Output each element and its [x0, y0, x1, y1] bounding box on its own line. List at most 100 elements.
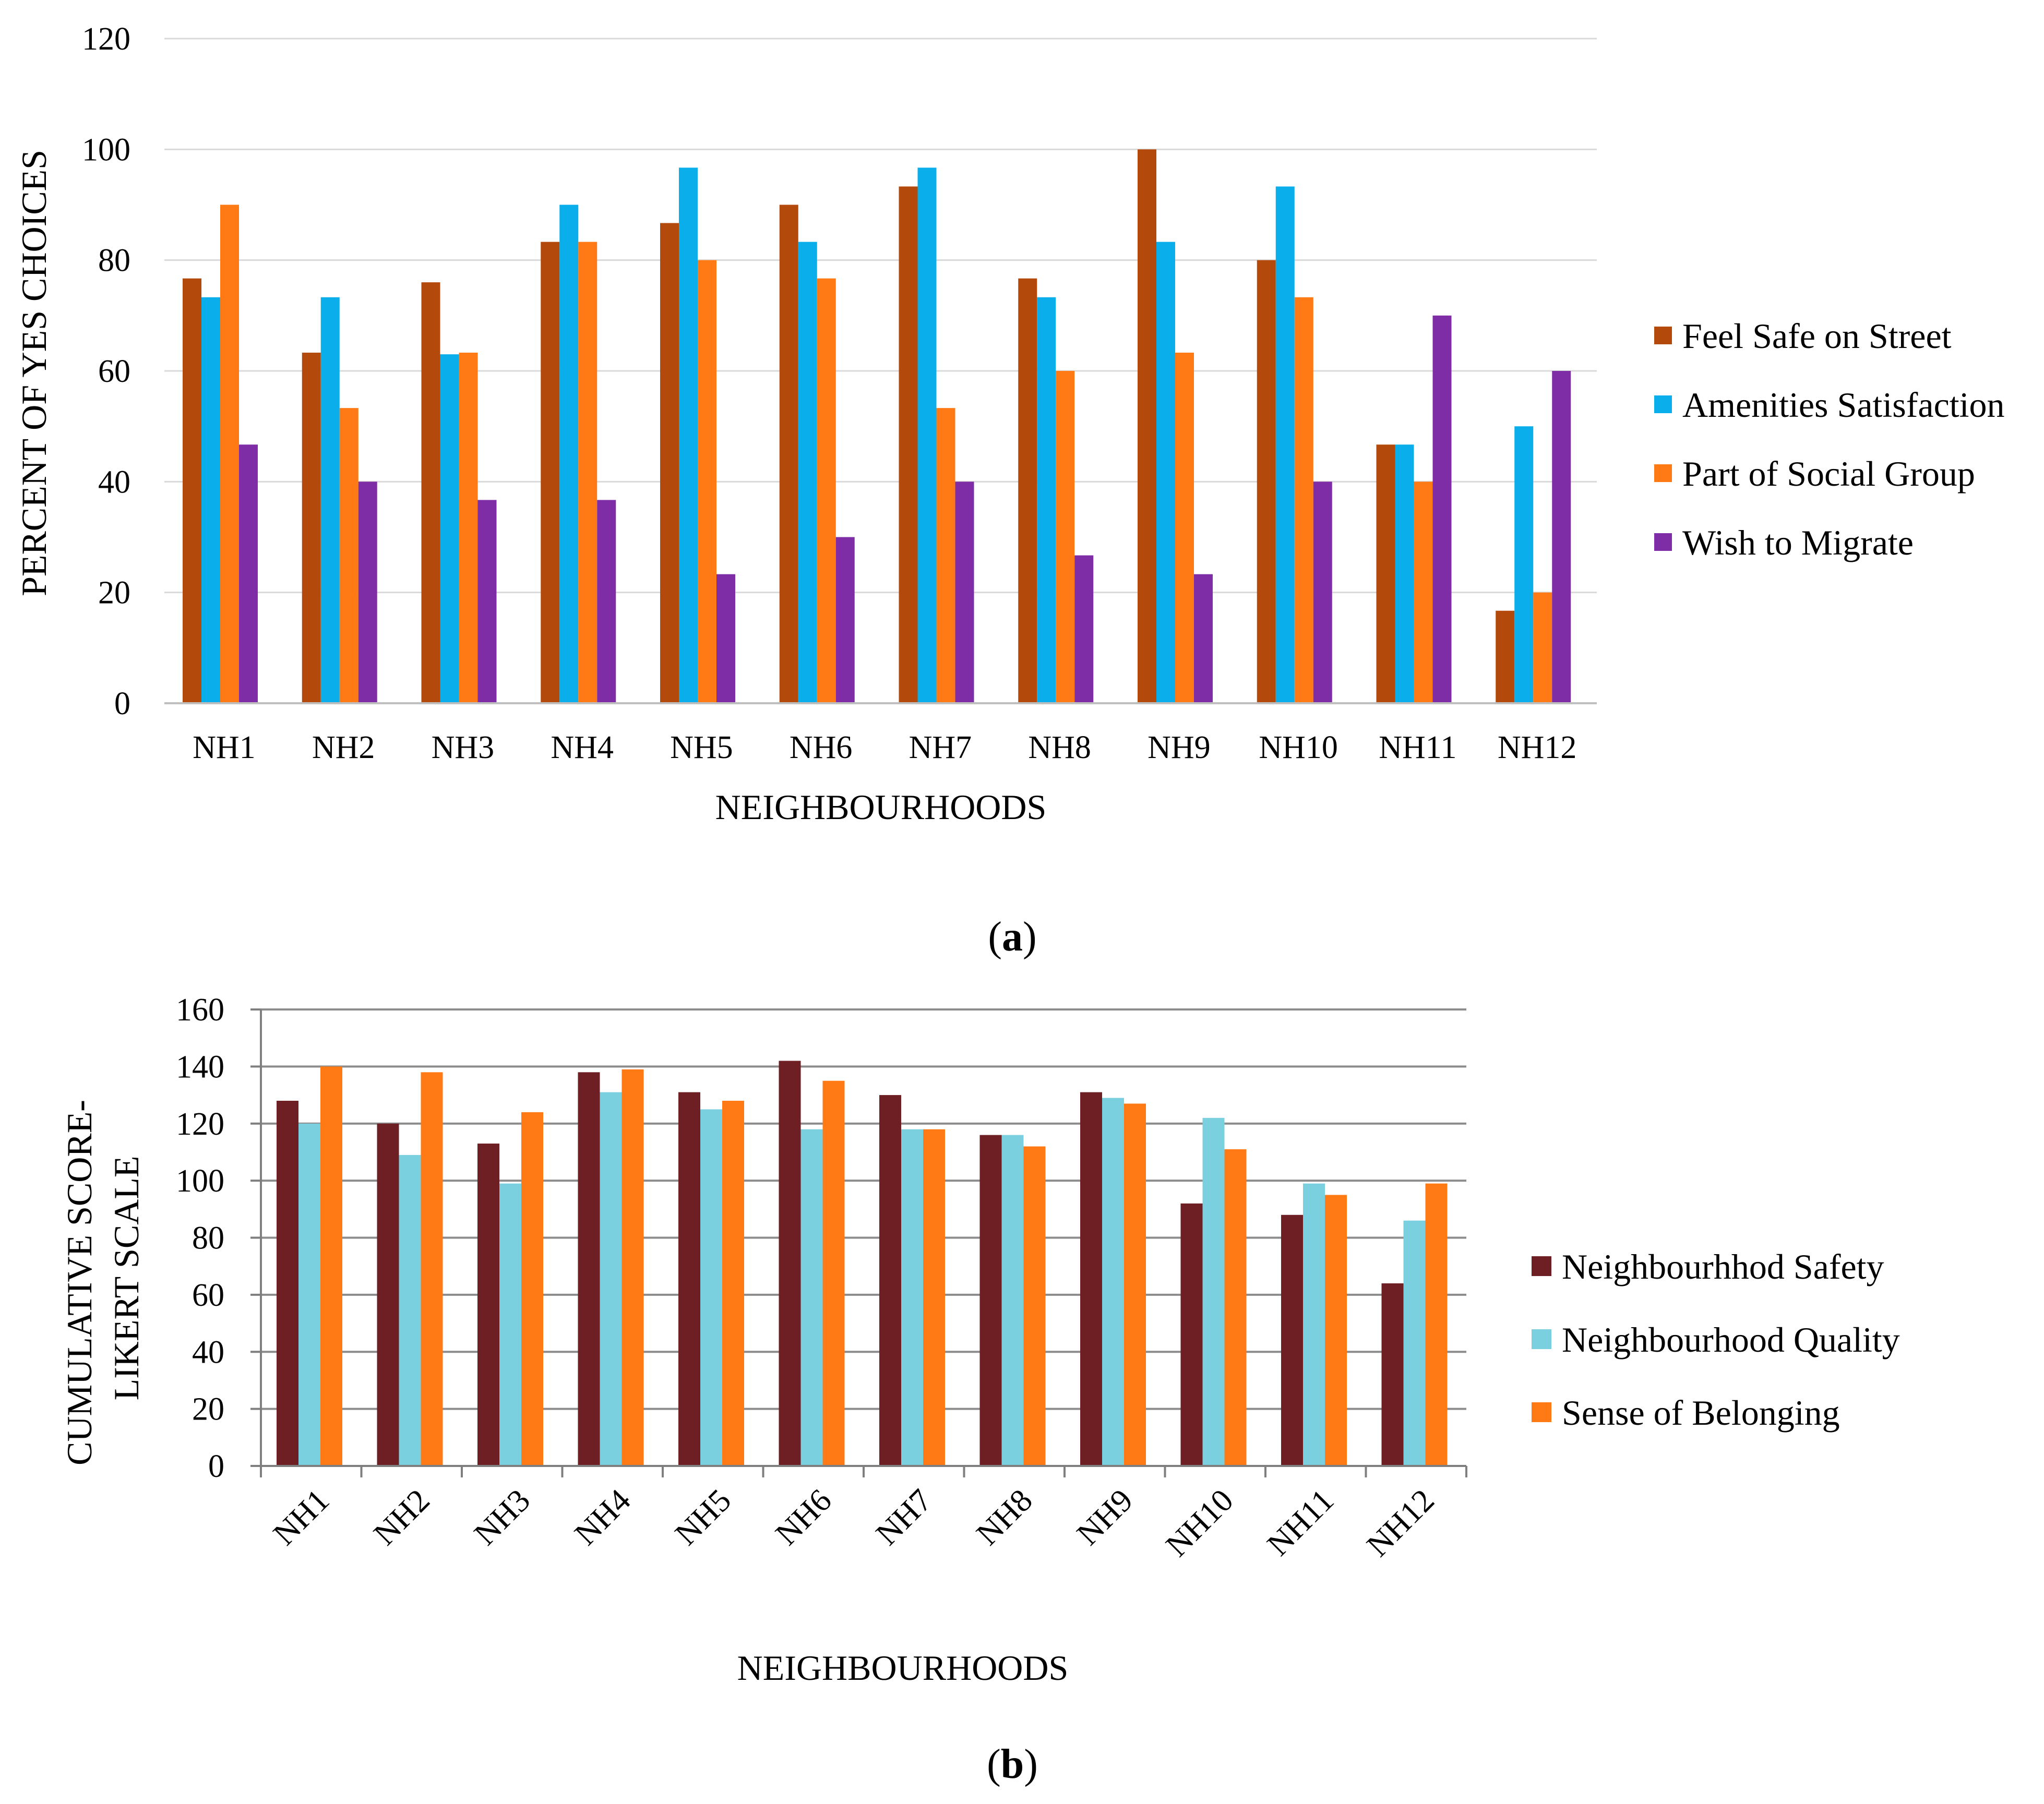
a-bar-feel-safe-on-street-nh11 — [1376, 444, 1395, 703]
b-bar-neighbourhhod-safety-nh10 — [1180, 1203, 1203, 1466]
a-bar-amenities-satisfaction-nh9 — [1156, 242, 1175, 703]
b-x-tick-nh9: NH9 — [1070, 1483, 1140, 1552]
chart-b-bars — [277, 1061, 1448, 1466]
b-x-tick-nh11: NH11 — [1261, 1483, 1341, 1563]
b-bar-neighbourhhod-safety-nh9 — [1080, 1092, 1102, 1466]
a-bar-feel-safe-on-street-nh12 — [1496, 610, 1515, 703]
a-bar-part-of-social-group-nh1 — [220, 205, 239, 703]
b-x-tick-nh7: NH7 — [869, 1483, 939, 1552]
a-bar-part-of-social-group-nh2 — [339, 408, 358, 703]
a-bar-part-of-social-group-nh12 — [1533, 592, 1552, 703]
a-bar-feel-safe-on-street-nh4 — [541, 242, 560, 703]
a-bar-wish-to-migrate-nh4 — [597, 500, 616, 703]
a-bar-amenities-satisfaction-nh6 — [798, 242, 817, 703]
a-bar-wish-to-migrate-nh6 — [835, 537, 855, 703]
a-legend-swatch-part-of-social-group — [1654, 464, 1672, 482]
a-bar-wish-to-migrate-nh5 — [716, 574, 735, 703]
chart-b-legend: Neighbourhhod Safety Neighbourhood Qualit… — [1532, 1247, 1900, 1433]
a-bar-feel-safe-on-street-nh5 — [660, 223, 679, 703]
a-y-tick-120: 120 — [82, 21, 130, 57]
b-y-tick-40: 40 — [192, 1334, 224, 1370]
b-y-tick-140: 140 — [176, 1049, 224, 1085]
a-bar-feel-safe-on-street-nh8 — [1018, 278, 1037, 703]
b-bar-neighbourhhod-safety-nh1 — [277, 1101, 298, 1466]
b-bar-neighbourhood-quality-nh10 — [1202, 1117, 1225, 1466]
a-x-tick-nh5: NH5 — [670, 730, 733, 765]
chart-b: 0 20 40 60 80 100 120 140 160 NH1 NH2 NH3 NH4 NH5 NH6… — [59, 992, 1900, 1787]
b-bar-sense-of-belonging-nh7 — [923, 1129, 945, 1466]
a-bar-wish-to-migrate-nh2 — [358, 482, 377, 703]
b-bar-neighbourhood-quality-nh4 — [600, 1092, 622, 1466]
a-x-tick-nh12: NH12 — [1498, 730, 1577, 765]
a-bar-part-of-social-group-nh8 — [1056, 371, 1075, 703]
a-legend-label-wish-to-migrate: Wish to Migrate — [1682, 523, 1914, 562]
a-bar-amenities-satisfaction-nh10 — [1275, 186, 1295, 704]
b-x-tick-nh3: NH3 — [468, 1483, 537, 1552]
chart-b-x-axis-title: NEIGHBOURHOODS — [737, 1648, 1069, 1688]
b-bar-neighbourhhod-safety-nh8 — [979, 1135, 1002, 1466]
chart-b-y-tick-labels: 0 20 40 60 80 100 120 140 160 — [176, 992, 224, 1484]
b-bar-neighbourhhod-safety-nh7 — [879, 1095, 901, 1466]
a-legend-label-amenities-satisfaction: Amenities Satisfaction — [1682, 385, 2005, 425]
a-bar-amenities-satisfaction-nh2 — [320, 297, 340, 703]
a-y-tick-60: 60 — [98, 354, 130, 389]
a-bar-part-of-social-group-nh10 — [1294, 297, 1313, 703]
a-bar-amenities-satisfaction-nh5 — [679, 167, 698, 703]
b-x-tick-nh10: NH10 — [1159, 1483, 1240, 1564]
chart-a-y-tick-labels: 0 20 40 60 80 100 120 — [82, 21, 130, 721]
a-bar-part-of-social-group-nh6 — [817, 278, 836, 703]
a-x-tick-nh1: NH1 — [193, 730, 256, 765]
b-y-tick-60: 60 — [192, 1278, 224, 1313]
b-bar-sense-of-belonging-nh8 — [1023, 1146, 1046, 1466]
b-bar-neighbourhood-quality-nh9 — [1102, 1098, 1124, 1466]
a-bar-wish-to-migrate-nh9 — [1194, 574, 1213, 703]
a-bar-part-of-social-group-nh5 — [698, 260, 716, 704]
a-bar-feel-safe-on-street-nh1 — [183, 278, 201, 703]
a-y-tick-0: 0 — [114, 686, 130, 721]
b-bar-sense-of-belonging-nh1 — [320, 1066, 342, 1466]
a-x-tick-nh11: NH11 — [1379, 730, 1456, 765]
b-bar-neighbourhhod-safety-nh3 — [477, 1144, 499, 1466]
b-bar-sense-of-belonging-nh11 — [1325, 1195, 1347, 1466]
a-bar-amenities-satisfaction-nh1 — [201, 297, 220, 703]
a-x-tick-nh3: NH3 — [432, 730, 495, 765]
chart-a-x-axis-title: NEIGHBOURHOODS — [715, 787, 1047, 827]
a-x-tick-nh6: NH6 — [790, 730, 853, 765]
a-bar-part-of-social-group-nh7 — [936, 408, 955, 703]
b-legend-swatch-neighbourhood-quality — [1532, 1329, 1551, 1349]
b-legend-label-sense-of-belonging: Sense of Belonging — [1562, 1393, 1840, 1433]
a-legend-swatch-amenities-satisfaction — [1654, 395, 1672, 413]
chart-b-x-tick-labels: NH1 NH2 NH3 NH4 NH5 NH6 NH7 NH8 NH9 NH10 NH11 NH12 — [267, 1483, 1441, 1564]
chart-b-y-axis-title-line1: CUMULATIVE SCORE- — [59, 1100, 99, 1465]
b-bar-neighbourhood-quality-nh1 — [298, 1123, 320, 1466]
a-bar-feel-safe-on-street-nh3 — [421, 282, 440, 703]
chart-b-y-axis-title-line2: LIKERT SCALE — [106, 1156, 146, 1401]
a-bar-amenities-satisfaction-nh12 — [1514, 426, 1534, 703]
b-bar-neighbourhhod-safety-nh11 — [1281, 1214, 1303, 1466]
a-x-tick-nh2: NH2 — [312, 730, 375, 765]
chart-b-tick-marks — [250, 1008, 1467, 1477]
b-bar-sense-of-belonging-nh4 — [621, 1069, 644, 1466]
a-legend-swatch-wish-to-migrate — [1654, 533, 1672, 551]
b-x-tick-nh12: NH12 — [1360, 1483, 1441, 1564]
a-y-tick-20: 20 — [98, 575, 130, 611]
b-y-tick-0: 0 — [208, 1449, 224, 1484]
a-x-tick-nh7: NH7 — [909, 730, 972, 765]
a-x-tick-nh9: NH9 — [1147, 730, 1211, 765]
chart-b-panel-label: (b) — [987, 1741, 1038, 1787]
b-bar-neighbourhood-quality-nh8 — [1001, 1135, 1024, 1466]
b-bar-sense-of-belonging-nh12 — [1425, 1183, 1448, 1466]
b-bar-neighbourhhod-safety-nh12 — [1381, 1283, 1404, 1466]
b-legend-swatch-neighbourhhod-safety — [1532, 1256, 1551, 1276]
a-bar-part-of-social-group-nh9 — [1175, 352, 1194, 703]
a-bar-wish-to-migrate-nh10 — [1313, 482, 1332, 703]
b-y-tick-160: 160 — [176, 992, 224, 1028]
b-bar-neighbourhood-quality-nh5 — [700, 1109, 722, 1466]
b-bar-sense-of-belonging-nh6 — [822, 1080, 845, 1466]
a-bar-wish-to-migrate-nh1 — [239, 444, 258, 703]
b-bar-sense-of-belonging-nh2 — [421, 1072, 443, 1466]
a-y-tick-100: 100 — [82, 132, 130, 167]
a-bar-wish-to-migrate-nh11 — [1432, 315, 1452, 703]
